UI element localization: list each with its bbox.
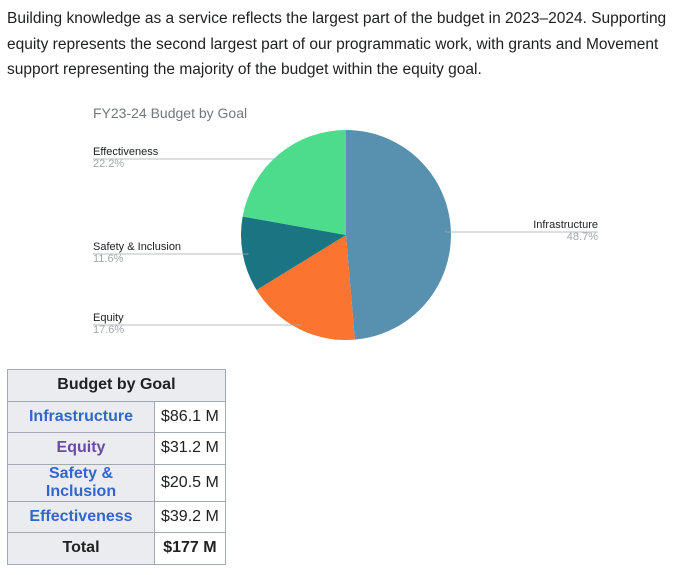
slice-label: Effectiveness	[93, 146, 159, 158]
leader-line	[93, 324, 302, 326]
slice-percent: 48.7%	[567, 231, 598, 243]
amount-cell: $86.1 M	[154, 400, 226, 433]
total-label: Total	[7, 532, 155, 565]
pie-slice-effectiveness	[242, 130, 346, 235]
amount-cell: $39.2 M	[154, 500, 226, 533]
goal-link-safety-inclusion[interactable]: Safety & Inclusion	[7, 463, 155, 502]
table-row: Safety & Inclusion $20.5 M	[7, 463, 226, 502]
slice-percent: 22.2%	[93, 158, 124, 170]
slice-percent: 17.6%	[93, 324, 124, 336]
goal-link-effectiveness[interactable]: Effectiveness	[7, 500, 155, 533]
table-total-row: Total $177 M	[7, 532, 226, 565]
leader-line	[93, 253, 249, 255]
pie-slice-equity	[256, 235, 355, 340]
leader-line	[93, 158, 283, 160]
leader-line	[445, 230, 598, 233]
amount-cell: $20.5 M	[154, 463, 226, 502]
table-row: Equity $31.2 M	[7, 432, 226, 465]
slice-percent: 11.6%	[93, 253, 124, 265]
budget-table: Budget by Goal Infrastructure $86.1 M Eq…	[7, 369, 226, 565]
table-row: Effectiveness $39.2 M	[7, 500, 226, 533]
slice-label: Equity	[93, 312, 124, 324]
total-amount: $177 M	[154, 532, 226, 565]
slice-label: Infrastructure	[533, 219, 598, 231]
goal-link-infrastructure[interactable]: Infrastructure	[7, 400, 155, 433]
table-row: Infrastructure $86.1 M	[7, 400, 226, 433]
amount-cell: $31.2 M	[154, 432, 226, 465]
slice-label: Safety & Inclusion	[93, 241, 181, 253]
pie-slice-safety-inclusion	[241, 216, 346, 290]
pie-slice-infrastructure	[346, 130, 451, 340]
intro-paragraph: Building knowledge as a service reflects…	[7, 10, 667, 78]
table-caption: Budget by Goal	[7, 369, 226, 402]
chart-title: FY23-24 Budget by Goal	[93, 105, 248, 121]
goal-link-equity[interactable]: Equity	[7, 432, 155, 465]
